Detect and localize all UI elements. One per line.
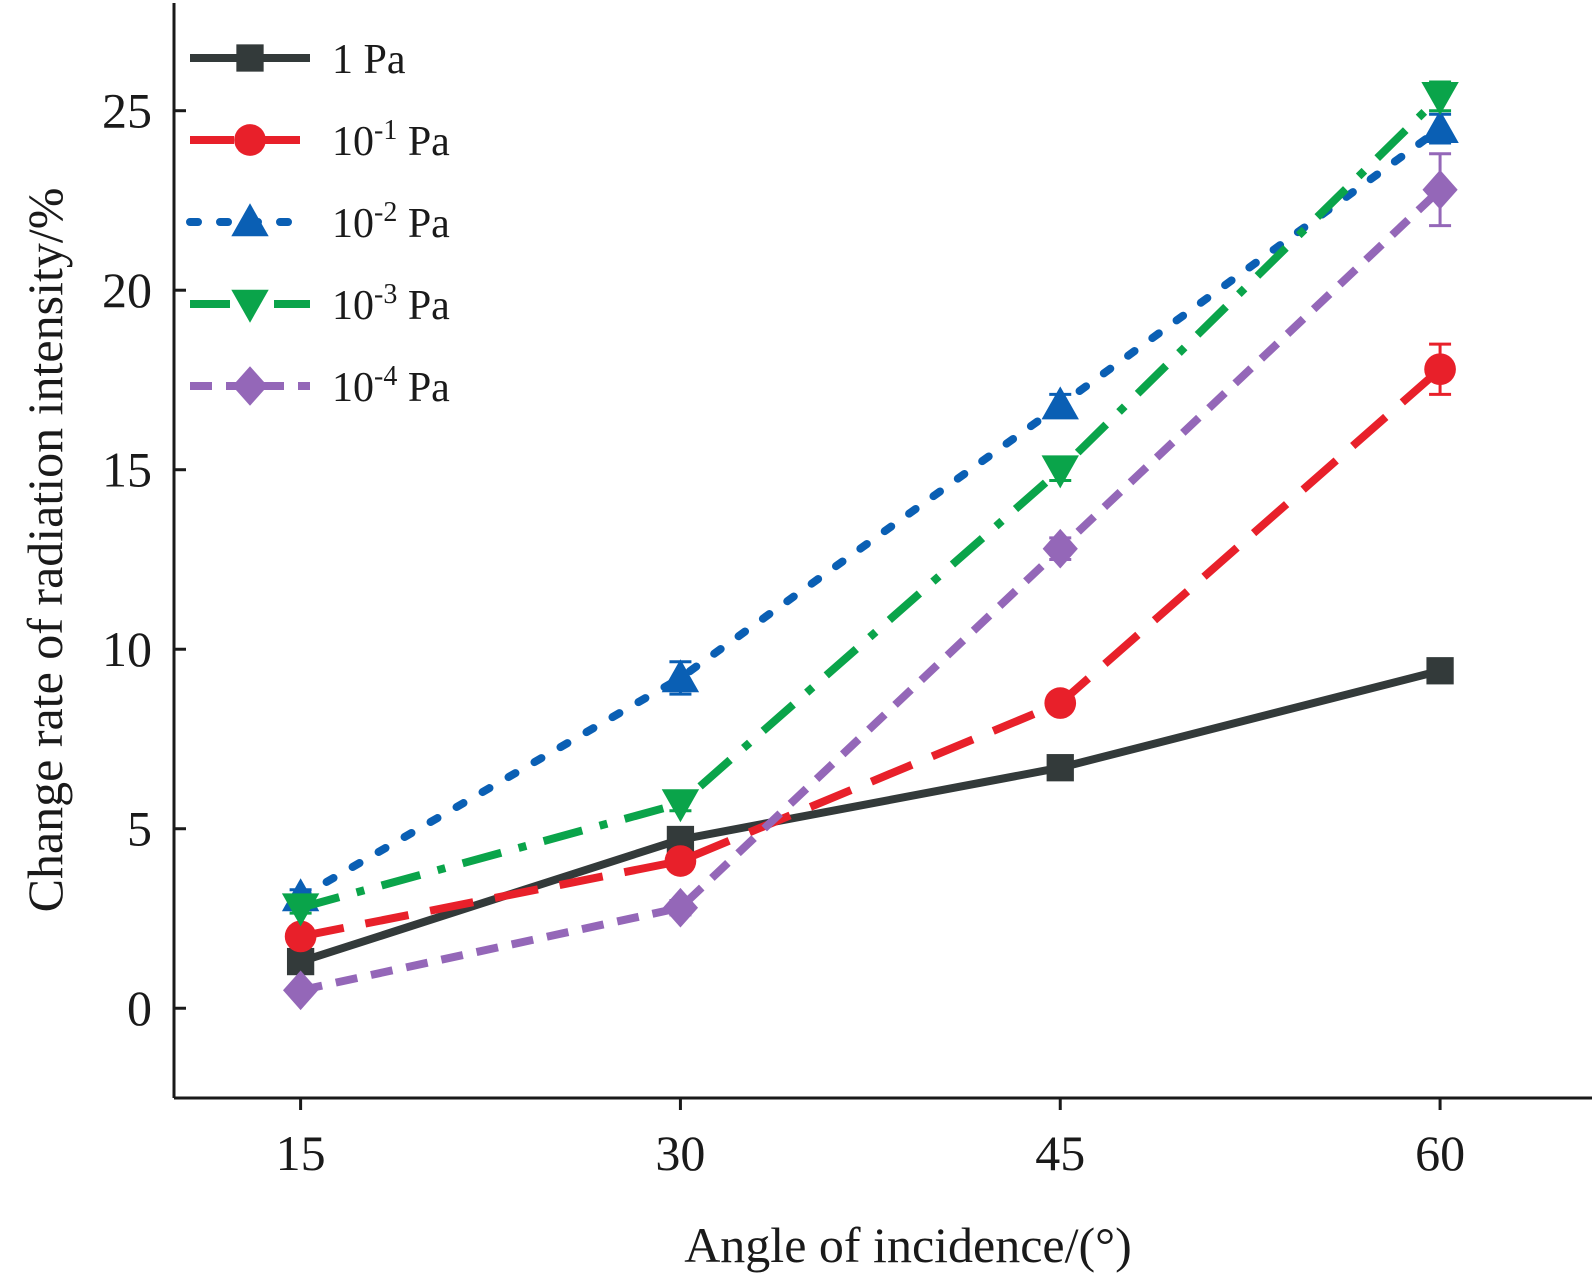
data-point <box>1422 169 1458 210</box>
data-point <box>1042 528 1078 569</box>
y-axis-title: Change rate of radiation intensity/% <box>17 188 73 913</box>
data-point <box>1424 353 1456 386</box>
legend-marker <box>236 44 264 72</box>
y-tick-label: 20 <box>102 262 152 318</box>
x-tick-label: 30 <box>655 1125 705 1181</box>
legend-label: 1 Pa <box>332 37 406 83</box>
legend-marker <box>232 366 268 406</box>
data-point <box>661 659 700 693</box>
data-point <box>1426 657 1454 685</box>
series-2 <box>284 342 1456 953</box>
legend-marker <box>234 124 266 156</box>
x-tick-label: 45 <box>1035 1125 1085 1181</box>
x-ticks: 15 30 45 60 <box>276 1098 1465 1181</box>
data-point <box>1044 687 1077 719</box>
series-line <box>299 93 1443 912</box>
data-point <box>1041 386 1079 420</box>
legend-label: 10-4 Pa <box>332 361 450 411</box>
y-tick-label: 10 <box>102 621 152 677</box>
data-point <box>1421 82 1459 116</box>
series-1 <box>286 657 1454 976</box>
legend-marker <box>231 203 269 237</box>
y-tick-label: 0 <box>127 980 152 1036</box>
data-point <box>1041 455 1079 489</box>
y-ticks: 0 5 10 15 20 25 <box>102 83 186 1036</box>
series-line <box>296 124 1445 901</box>
legend-item: 10-1 Pa <box>190 115 450 165</box>
legend-item: 10-3 Pa <box>190 279 450 329</box>
legend-marker <box>231 289 269 323</box>
series-line <box>299 666 1442 966</box>
y-tick-label: 15 <box>102 442 152 498</box>
series-layer <box>281 80 1459 1011</box>
series-5 <box>283 152 1458 1011</box>
data-point <box>661 789 700 823</box>
data-point <box>281 893 320 927</box>
legend-label: 10-3 Pa <box>332 279 450 329</box>
legend: 1 Pa 10-1 Pa 10-2 Pa 10-3 Pa 10-4 Pa <box>186 37 450 411</box>
x-tick-label: 60 <box>1415 1125 1465 1181</box>
data-point <box>1421 109 1459 143</box>
legend-label: 10-2 Pa <box>332 197 450 247</box>
series-line <box>299 366 1443 941</box>
x-tick-label: 15 <box>276 1125 326 1181</box>
data-point <box>284 920 317 953</box>
axes <box>172 3 1592 1100</box>
legend-label: 10-1 Pa <box>332 115 450 165</box>
data-point <box>1046 754 1074 782</box>
y-tick-label: 25 <box>102 83 152 139</box>
data-point <box>283 970 319 1011</box>
series-4 <box>281 80 1459 927</box>
data-point <box>662 887 699 928</box>
legend-item: 10-2 Pa <box>186 197 450 247</box>
y-tick-label: 5 <box>127 801 152 857</box>
data-point <box>664 845 697 877</box>
legend-item: 10-4 Pa <box>190 361 450 411</box>
legend-item: 1 Pa <box>190 37 406 83</box>
series-line <box>299 186 1443 995</box>
x-axis-title: Angle of incidence/(°) <box>684 1217 1132 1273</box>
